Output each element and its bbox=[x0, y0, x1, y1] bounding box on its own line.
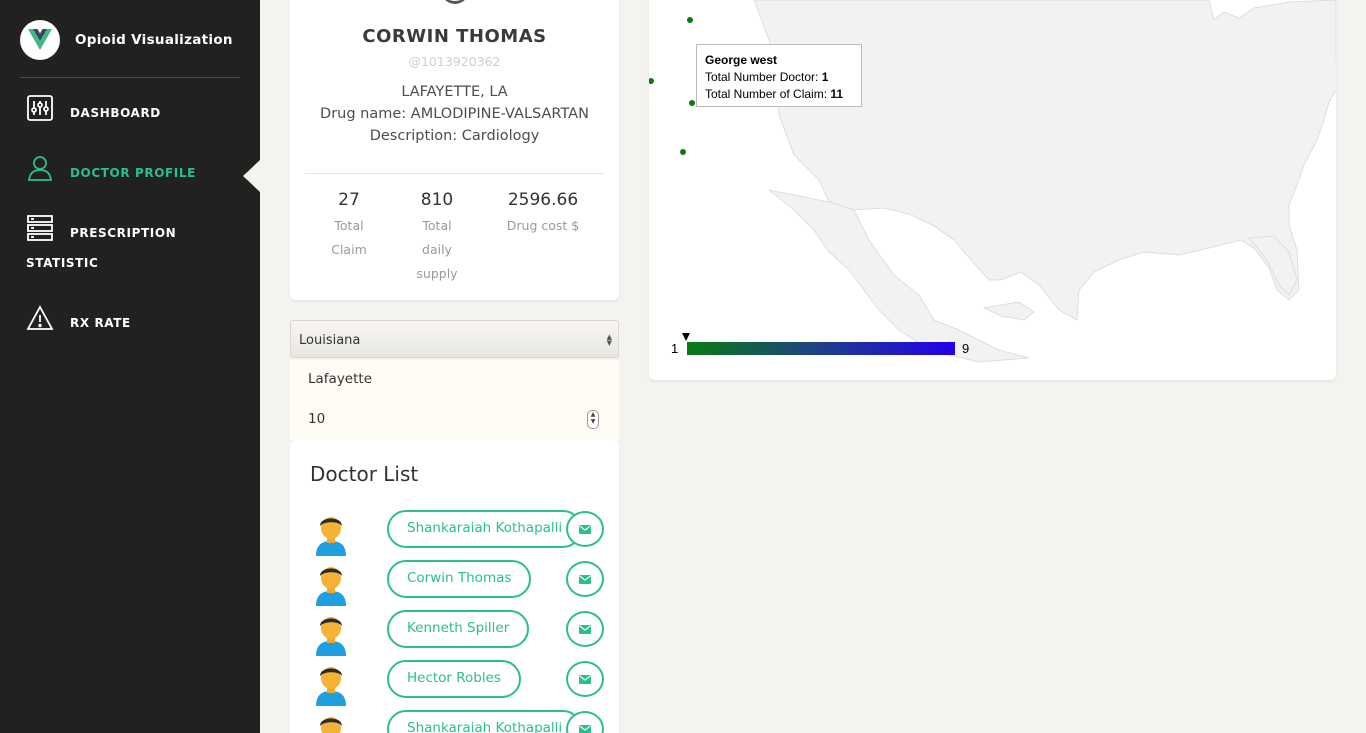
city-value: Lafayette bbox=[308, 371, 373, 387]
doctor-description: Description: Cardiology bbox=[369, 128, 540, 144]
legend-min: 1 bbox=[671, 341, 679, 356]
stat-total-claim: 27 Total Claim bbox=[326, 190, 372, 262]
doctor-location: LAFAYETTE, LA bbox=[401, 84, 508, 100]
sidebar-item-label: PRESCRIPTION bbox=[70, 226, 177, 240]
map-card bbox=[649, 0, 1336, 380]
legend-marker-icon bbox=[682, 333, 690, 341]
mexico-land-shape bbox=[768, 189, 1030, 363]
stat-label: Total Claim bbox=[331, 218, 367, 257]
stat-total-daily-supply: 810 Total daily supply bbox=[414, 190, 460, 286]
stat-drug-cost: 2596.66 Drug cost $ bbox=[498, 190, 588, 238]
doctor-list-title: Doctor List bbox=[310, 462, 419, 486]
list-item: Shankaraiah Kothapalli bbox=[290, 510, 619, 556]
list-item: Shankaraiah Kothapalli bbox=[290, 710, 619, 733]
avatar bbox=[441, 0, 469, 4]
city-dot[interactable] bbox=[689, 100, 695, 106]
city-dot[interactable] bbox=[680, 149, 686, 155]
list-item: Corwin Thomas bbox=[290, 560, 619, 606]
doctor-name-button[interactable]: Hector Robles bbox=[387, 660, 521, 698]
envelope-icon bbox=[579, 724, 591, 733]
count-stepper[interactable]: 10 ▲ ▼ bbox=[290, 400, 619, 440]
florida-land-shape bbox=[1248, 235, 1298, 296]
envelope-icon bbox=[579, 624, 591, 634]
tooltip-doctor-value: 1 bbox=[821, 70, 829, 84]
envelope-icon bbox=[579, 574, 591, 584]
email-button[interactable] bbox=[566, 661, 604, 697]
brand[interactable]: Opioid Visualization bbox=[20, 20, 233, 60]
doctor-name: CORWIN THOMAS bbox=[362, 26, 547, 47]
doctor-name-button[interactable]: Kenneth Spiller bbox=[387, 610, 530, 648]
sidebar-divider bbox=[20, 77, 240, 78]
stat-value: 27 bbox=[338, 190, 360, 210]
person-avatar-icon bbox=[310, 512, 352, 556]
person-avatar-icon bbox=[310, 712, 352, 733]
doctor-name-button[interactable]: Shankaraiah Kothapalli bbox=[387, 710, 583, 733]
vue-logo-icon bbox=[20, 20, 60, 60]
list-item: Kenneth Spiller bbox=[290, 610, 619, 656]
map-tooltip: George west Total Number Doctor: 1 Total… bbox=[696, 44, 862, 107]
user-icon bbox=[26, 154, 54, 182]
legend-max: 9 bbox=[962, 341, 970, 356]
stat-label: Drug cost $ bbox=[506, 218, 580, 233]
email-button[interactable] bbox=[566, 561, 604, 597]
stat-value: 2596.66 bbox=[507, 190, 579, 210]
cuba-land-shape bbox=[982, 301, 1035, 321]
sidebar-item-label: DASHBOARD bbox=[70, 106, 161, 120]
sidebar: Opioid Visualization DASHBOARD DOCTOR PR… bbox=[0, 0, 260, 733]
legend-gradient bbox=[687, 342, 955, 355]
person-avatar-icon bbox=[310, 612, 352, 656]
doctor-name-button[interactable]: Shankaraiah Kothapalli bbox=[387, 510, 583, 548]
stat-label: Total daily supply bbox=[416, 218, 458, 281]
state-select[interactable]: Louisiana ▲ ▼ bbox=[290, 320, 619, 358]
sidebar-item-label: DOCTOR PROFILE bbox=[70, 166, 196, 180]
tooltip-city: George west bbox=[705, 53, 778, 67]
count-value: 10 bbox=[308, 411, 326, 427]
stat-value: 810 bbox=[420, 190, 454, 210]
state-select-value: Louisiana bbox=[299, 333, 361, 348]
email-button[interactable] bbox=[566, 511, 604, 547]
stepper-arrows-icon[interactable]: ▲ ▼ bbox=[587, 410, 599, 429]
app-title: Opioid Visualization bbox=[75, 32, 233, 48]
tooltip-claim-value: 11 bbox=[830, 87, 844, 101]
active-indicator bbox=[243, 160, 260, 192]
envelope-icon bbox=[579, 674, 591, 684]
server-list-icon bbox=[26, 214, 54, 242]
sidebar-item-label: RX RATE bbox=[70, 316, 131, 330]
doctor-profile-card: CORWIN THOMAS @1013920362 LAFAYETTE, LA … bbox=[290, 0, 619, 300]
email-button[interactable] bbox=[566, 711, 604, 733]
tooltip-doctor-label: Total Number Doctor: bbox=[705, 70, 819, 84]
city-dot[interactable] bbox=[649, 78, 654, 84]
person-avatar-icon bbox=[310, 662, 352, 706]
us-land-shape bbox=[753, 0, 1336, 321]
city-dot[interactable] bbox=[687, 17, 693, 23]
doctor-drug: Drug name: AMLODIPINE-VALSARTAN bbox=[320, 106, 589, 122]
email-button[interactable] bbox=[566, 611, 604, 647]
sidebar-item-label-line2: STATISTIC bbox=[26, 256, 99, 270]
us-map[interactable] bbox=[649, 0, 1336, 380]
divider bbox=[305, 173, 604, 174]
doctor-name-button[interactable]: Corwin Thomas bbox=[387, 560, 532, 598]
list-item: Hector Robles bbox=[290, 660, 619, 706]
doctor-list-card: Doctor List Shankaraiah Kothapalli Corwi… bbox=[290, 440, 619, 733]
select-arrows-icon: ▲ ▼ bbox=[606, 333, 612, 347]
city-field[interactable]: Lafayette bbox=[290, 360, 619, 400]
envelope-icon bbox=[579, 524, 591, 534]
tooltip-claim-label: Total Number of Claim: bbox=[705, 87, 828, 101]
warning-icon bbox=[26, 304, 54, 332]
equalizer-icon bbox=[26, 94, 54, 122]
doctor-id: @1013920362 bbox=[408, 54, 501, 69]
person-avatar-icon bbox=[310, 562, 352, 606]
